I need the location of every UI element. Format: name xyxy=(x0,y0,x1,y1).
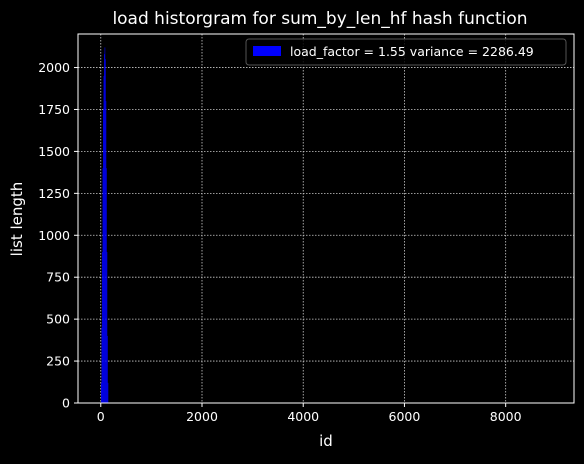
bar xyxy=(106,168,107,403)
bar xyxy=(107,335,108,403)
bar xyxy=(105,59,106,404)
y-tick-label: 1500 xyxy=(38,144,70,159)
bar xyxy=(107,382,109,403)
bar xyxy=(102,168,104,403)
plot-frame xyxy=(77,33,575,404)
bar xyxy=(104,47,106,403)
bar xyxy=(106,252,108,403)
bar xyxy=(101,382,102,403)
grid xyxy=(78,34,574,404)
bar xyxy=(101,327,103,403)
y-tick-label: 750 xyxy=(46,270,70,285)
x-tick-label: 6000 xyxy=(389,409,421,424)
x-tick-label: 8000 xyxy=(490,409,522,424)
y-tick-label: 1000 xyxy=(38,228,70,243)
x-axis-ticks: 0 2000 4000 6000 8000 xyxy=(97,403,522,424)
bar xyxy=(102,252,103,403)
y-tick-label: 500 xyxy=(46,312,70,327)
x-axis-label: id xyxy=(319,432,333,450)
bar xyxy=(104,54,105,404)
chart-title: load historgram for sum_by_len_hf hash f… xyxy=(112,9,527,29)
x-tick-label: 2000 xyxy=(186,409,218,424)
legend-box xyxy=(245,38,567,66)
x-tick-label: 4000 xyxy=(287,409,319,424)
legend-entry-label: load_factor = 1.55 variance = 2286.49 xyxy=(290,44,534,59)
x-tick-label: 0 xyxy=(97,409,105,424)
y-tick-label: 1250 xyxy=(38,186,70,201)
bar xyxy=(103,75,105,403)
bars xyxy=(101,47,109,404)
bar xyxy=(105,101,107,403)
y-tick-label: 1750 xyxy=(38,102,70,117)
y-tick-label: 250 xyxy=(46,354,70,369)
y-axis-ticks: 0 250 500 750 1000 1250 1500 1750 2000 xyxy=(38,60,78,411)
legend-swatch xyxy=(253,46,281,56)
y-axis-label: list length xyxy=(8,182,26,257)
y-tick-label: 2000 xyxy=(38,60,70,75)
y-tick-label: 0 xyxy=(62,396,70,411)
bar xyxy=(103,109,104,404)
legend: load_factor = 1.55 variance = 2286.49 xyxy=(245,38,567,66)
